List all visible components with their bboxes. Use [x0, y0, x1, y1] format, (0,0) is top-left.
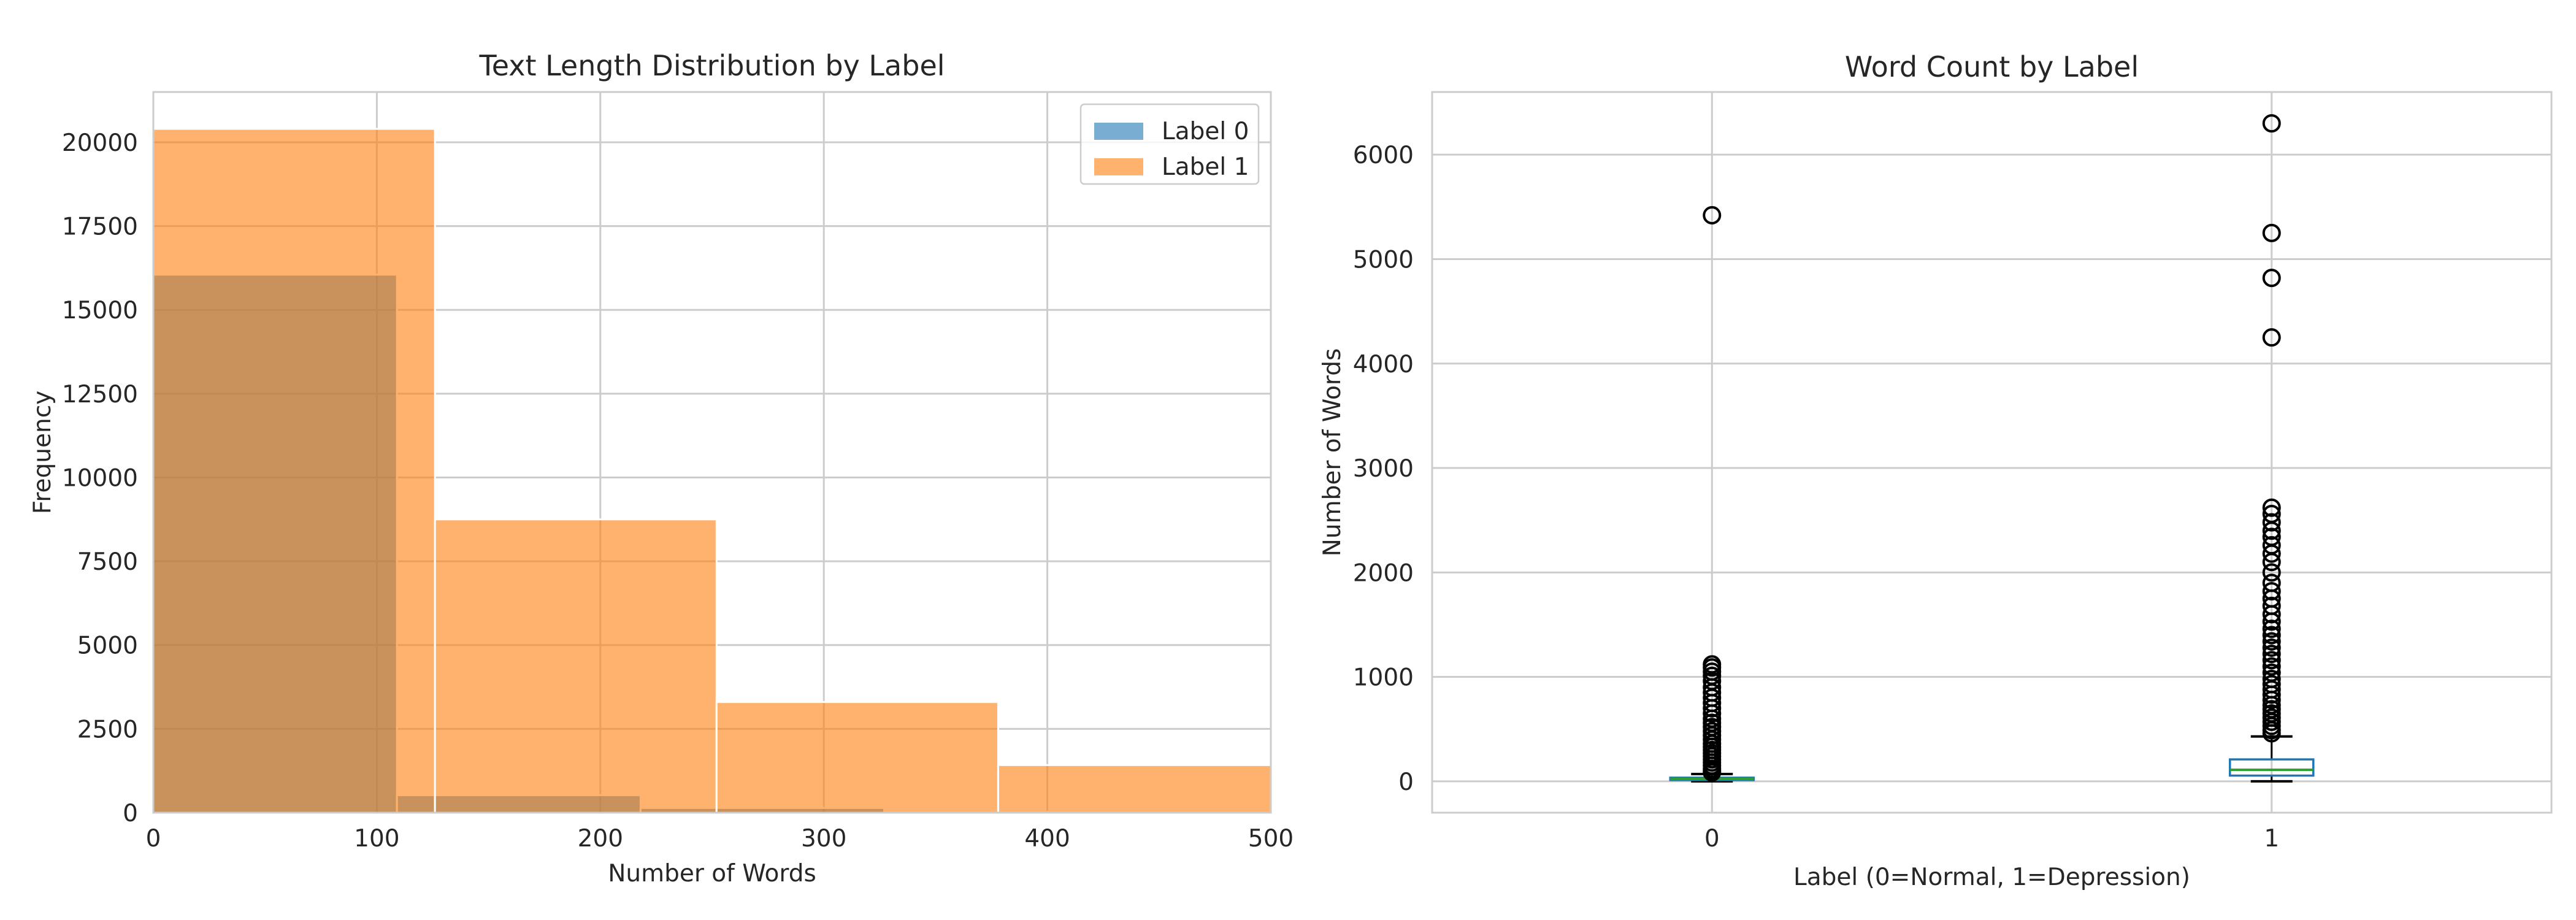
histogram-y-tick-10000: 10000	[62, 464, 138, 492]
boxplot-gridlines	[1432, 92, 2551, 813]
boxplot-boxes	[1669, 114, 2315, 783]
boxplot-outlier-point	[2262, 626, 2281, 645]
boxplot-outlier-point	[2262, 521, 2281, 540]
boxplot-y-tick-labels: 0 1000 2000 3000 4000 5000 6000	[1353, 142, 1414, 796]
boxplot-outlier-point	[2262, 269, 2281, 288]
histogram-y-tick-7500: 7500	[77, 548, 138, 576]
boxplot-outlier-point	[2262, 544, 2281, 563]
boxplot-y-tick-4000: 4000	[1353, 351, 1414, 378]
histogram-x-tick-300: 300	[801, 825, 846, 853]
boxplot-outlier-point	[1703, 704, 1722, 723]
boxplot-outlier-point	[2262, 685, 2281, 704]
histogram-bar-label-1-bin-3	[997, 764, 1272, 814]
boxplot-outlier-point	[1703, 699, 1722, 718]
boxplot-outlier-point	[2262, 563, 2281, 582]
boxplot-outlier-point	[2262, 223, 2281, 242]
histogram-bar-label-1-bin-0	[152, 128, 436, 814]
boxplot-y-axis-label: Number of Words	[1319, 348, 1346, 557]
boxplot-outlier-point	[2262, 513, 2281, 532]
histogram-y-tick-17500: 17500	[62, 213, 138, 241]
histogram-y-tick-15000: 15000	[62, 297, 138, 324]
boxplot-plot-area	[1432, 92, 2551, 813]
histogram-y-tick-0: 0	[123, 800, 138, 827]
boxplot-outlier-point	[2262, 691, 2281, 710]
boxplot-outlier-point	[2262, 581, 2281, 600]
boxplot-outlier-point	[2262, 645, 2281, 664]
boxplot-outlier-point	[2262, 612, 2281, 631]
boxplot-outlier-point	[2262, 605, 2281, 624]
boxplot-outlier-point	[2262, 638, 2281, 657]
histogram-bars	[152, 128, 1272, 814]
histogram-title: Text Length Distribution by Label	[478, 49, 945, 82]
legend-entry-label-0: Label 0	[1162, 118, 1249, 145]
histogram-chart: 0 100 200 300 400 500 0 2500 5000 7500 10000 12500…	[29, 49, 1294, 887]
boxplot-outlier-point	[2262, 619, 2281, 638]
histogram-bar-label-1-bin-1	[434, 518, 718, 814]
boxplot-group-label-1	[2229, 114, 2315, 783]
boxplot-outlier-point	[2262, 553, 2281, 572]
boxplot-x-tick-1: 1	[2264, 825, 2279, 853]
histogram-y-tick-12500: 12500	[62, 381, 138, 408]
histogram-x-tick-100: 100	[354, 825, 399, 853]
boxplot-group-label-0	[1669, 205, 1755, 783]
histogram-y-tick-labels: 0 2500 5000 7500 10000 12500 15000 17500 20000	[62, 129, 138, 827]
boxplot-outlier-point	[2262, 657, 2281, 676]
histogram-x-axis-label: Number of Words	[608, 860, 816, 887]
histogram-y-tick-2500: 2500	[77, 716, 138, 743]
boxplot-x-tick-0: 0	[1704, 825, 1720, 853]
legend-entry-label-1: Label 1	[1162, 153, 1249, 181]
histogram-y-axis-label: Frequency	[29, 391, 56, 514]
histogram-x-tick-labels: 0 100 200 300 400 500	[146, 825, 1294, 853]
histogram-legend: Label 0 Label 1	[1079, 103, 1260, 185]
histogram-x-tick-500: 500	[1248, 825, 1294, 853]
histogram-bar-label-1-bin-2	[715, 701, 999, 814]
boxplot-y-tick-1000: 1000	[1353, 664, 1414, 692]
boxplot-frame	[1431, 91, 2553, 814]
boxplot-outlier-point	[1703, 205, 1722, 224]
histogram-x-tick-400: 400	[1024, 825, 1070, 853]
boxplot-outlier-point	[2262, 498, 2281, 517]
histogram-frame	[152, 91, 1272, 814]
boxplot-outlier-point	[2262, 724, 2281, 743]
legend-swatch-label-1	[1094, 158, 1143, 175]
boxplot-x-axis-label: Label (0=Normal, 1=Depression)	[1793, 864, 2190, 891]
histogram-y-tick-5000: 5000	[77, 632, 138, 660]
boxplot-outlier-point	[1703, 763, 1722, 782]
histogram-x-tick-200: 200	[578, 825, 623, 853]
legend-swatch-label-0	[1094, 123, 1143, 140]
boxplot-outlier-point	[2262, 651, 2281, 670]
boxplot-outlier-point	[2262, 632, 2281, 651]
histogram-y-tick-20000: 20000	[62, 129, 138, 157]
boxplot-y-tick-6000: 6000	[1353, 142, 1414, 169]
boxplot-box	[2229, 758, 2315, 777]
boxplot-title: Word Count by Label	[1845, 50, 2139, 83]
boxplot-outlier-point	[2262, 328, 2281, 347]
boxplot-y-tick-2000: 2000	[1353, 559, 1414, 587]
boxplot-outlier-point	[2262, 114, 2281, 133]
boxplot-y-tick-0: 0	[1398, 769, 1414, 796]
histogram-x-tick-0: 0	[146, 825, 161, 853]
boxplot-y-tick-5000: 5000	[1353, 246, 1414, 274]
boxplot-y-tick-3000: 3000	[1353, 455, 1414, 483]
